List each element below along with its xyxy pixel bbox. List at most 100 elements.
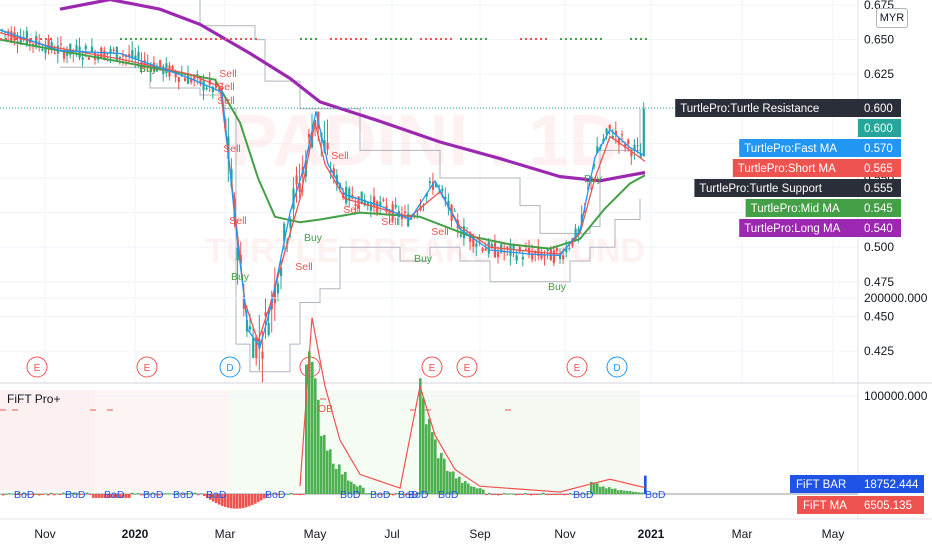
signal-dot — [305, 38, 307, 40]
event-marker-d[interactable]: D — [606, 356, 628, 378]
signal-dot — [540, 38, 542, 40]
candle-body — [242, 296, 245, 309]
fift-bar — [632, 491, 635, 494]
candle-body — [379, 201, 382, 206]
candle-body — [94, 52, 97, 60]
bod-label: BoD — [104, 489, 125, 501]
candle-body — [497, 252, 500, 258]
candle-body — [267, 323, 270, 336]
fift-title[interactable]: FiFT Pro+ — [7, 392, 60, 406]
fift-bar — [239, 494, 242, 509]
fift-bar — [215, 494, 218, 504]
candle-body — [568, 248, 571, 250]
fift-bar — [524, 492, 527, 494]
candle-body — [109, 49, 112, 54]
candle-body — [366, 202, 369, 206]
candle-body — [481, 248, 484, 252]
indicator-axis[interactable]: 200000.000 100000.000 — [864, 291, 928, 403]
fift-bar — [491, 494, 494, 495]
fift-bar — [428, 418, 431, 494]
candle-body — [165, 63, 168, 74]
signal-dot — [350, 38, 352, 40]
signal-dot — [180, 38, 182, 40]
fift-bar — [437, 458, 440, 494]
price-tag: 0.600 — [858, 119, 901, 137]
fift-bar — [560, 494, 563, 495]
fift-bar — [644, 475, 647, 494]
event-label: D — [226, 363, 233, 374]
signal-dot — [30, 38, 32, 40]
signal-dot — [435, 38, 437, 40]
candle-body — [307, 133, 311, 138]
signal-dot — [405, 38, 407, 40]
fift-ma-line — [299, 317, 646, 493]
candle-body — [540, 252, 543, 259]
candle-body — [382, 199, 385, 201]
fift-bar — [329, 449, 332, 494]
signal-dot — [210, 38, 212, 40]
candle-body — [636, 145, 639, 147]
fift-bar — [545, 494, 548, 495]
price-tag-value-bg — [858, 139, 901, 157]
signal-dot — [235, 38, 237, 40]
signal-dot — [535, 38, 537, 40]
fift-bar — [218, 494, 221, 505]
bod-label: BoD — [408, 489, 429, 501]
candle-body — [484, 248, 487, 251]
candle-body — [416, 213, 419, 215]
currency-button[interactable]: MYR — [876, 8, 908, 28]
candle-body — [249, 326, 252, 330]
fift-bar — [53, 494, 56, 496]
fift-bar — [593, 482, 596, 494]
event-marker-e[interactable]: E — [421, 356, 443, 378]
signal-dot — [155, 38, 157, 40]
fift-bar — [638, 492, 641, 494]
event-circle — [606, 356, 628, 378]
fift-bar — [458, 476, 461, 494]
indicator-tag-label: FiFT BAR — [796, 479, 846, 491]
indicator-tag-value-bg — [858, 496, 924, 514]
candle-body — [227, 136, 230, 159]
event-marker-e[interactable]: E — [456, 356, 478, 378]
ma-line-mid-ma — [0, 38, 646, 250]
event-marker-d[interactable]: D — [219, 356, 241, 378]
signal-dot — [460, 38, 462, 40]
fift-bar — [338, 464, 341, 494]
signal-dot — [120, 38, 122, 40]
fift-bar — [245, 494, 248, 508]
candle-body — [211, 86, 214, 92]
bod-label: BoD — [173, 489, 194, 501]
fift-bar — [554, 494, 557, 496]
signal-dot — [225, 38, 227, 40]
time-axis[interactable]: Nov 2020 Mar May Jul Sep Nov 2021 Mar May — [34, 527, 844, 541]
fift-bar — [314, 378, 317, 494]
fift-bar — [584, 493, 587, 495]
fift-bar — [305, 364, 308, 494]
signal-dot — [365, 38, 367, 40]
fift-bar — [290, 492, 293, 494]
fift-bar — [386, 492, 389, 494]
candle-body — [348, 188, 351, 201]
event-marker-e[interactable]: E — [136, 356, 158, 378]
bod-label: BoD — [645, 489, 666, 501]
fift-bar — [488, 492, 491, 494]
fift-bar — [302, 494, 305, 495]
fift-bar — [269, 494, 272, 495]
ma-line-short-ma — [0, 32, 646, 342]
event-marker-e[interactable]: E — [566, 356, 588, 378]
event-marker-e[interactable]: E — [26, 356, 48, 378]
fift-bar — [161, 494, 164, 495]
candle-body — [112, 49, 115, 51]
candle-body — [425, 193, 428, 197]
bod-label: BoD — [14, 489, 35, 501]
price-tag-label: TurtlePro:Short MA — [738, 163, 836, 175]
fift-bar — [65, 494, 68, 495]
fift-bar — [533, 494, 536, 495]
candle-body — [512, 245, 515, 250]
candle-body — [63, 49, 66, 59]
price-tag-label-bg — [675, 99, 858, 117]
fift-bar — [296, 494, 299, 495]
fift-bar — [332, 463, 335, 494]
signal-dot — [35, 38, 37, 40]
